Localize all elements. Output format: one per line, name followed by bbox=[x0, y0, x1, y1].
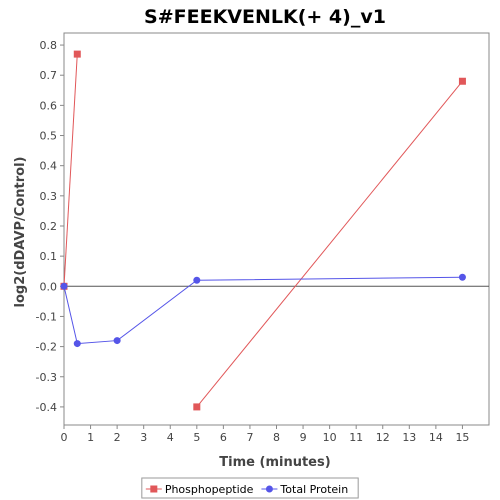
total-protein-point bbox=[193, 276, 201, 284]
y-tick-label: 0.6 bbox=[40, 99, 58, 112]
y-tick-label: -0.3 bbox=[36, 371, 57, 384]
total-protein-legend-label: Total Protein bbox=[279, 483, 348, 496]
total-protein-point bbox=[113, 337, 121, 345]
phosphopeptide-legend-label: Phosphopeptide bbox=[165, 483, 254, 496]
y-tick-label: 0.1 bbox=[40, 250, 58, 263]
x-tick-label: 2 bbox=[114, 431, 121, 444]
total-protein-legend-marker bbox=[265, 485, 273, 493]
y-tick-label: -0.4 bbox=[36, 401, 57, 414]
total-protein-point bbox=[73, 340, 81, 348]
y-tick-label: 0.4 bbox=[40, 160, 58, 173]
phosphopeptide-point bbox=[458, 77, 466, 85]
phosphopeptide-legend-marker bbox=[150, 485, 158, 493]
x-tick-label: 12 bbox=[376, 431, 390, 444]
y-tick-label: -0.2 bbox=[36, 341, 57, 354]
x-tick-label: 5 bbox=[193, 431, 200, 444]
x-tick-label: 7 bbox=[246, 431, 253, 444]
phosphopeptide-series-line bbox=[196, 80, 463, 408]
x-tick-label: 1 bbox=[87, 431, 94, 444]
x-tick-label: 15 bbox=[455, 431, 469, 444]
x-tick-label: 4 bbox=[167, 431, 174, 444]
y-tick-label: -0.1 bbox=[36, 310, 57, 323]
plot-area: -0.4 -0.3 -0.2 -0.1 0.0 0.1 0.2 0.3 0.4 0.5 0.6 0.7… bbox=[36, 32, 490, 444]
x-tick-label: 3 bbox=[140, 431, 147, 444]
y-axis-label: log2(dDAVP/Control) bbox=[13, 157, 28, 308]
y-tick-label: 0.7 bbox=[40, 69, 58, 82]
x-tick-label: 9 bbox=[300, 431, 307, 444]
x-tick-label: 13 bbox=[402, 431, 416, 444]
phosphopeptide-series-line bbox=[63, 54, 78, 287]
y-tick-label: 0.8 bbox=[40, 39, 58, 52]
x-tick-label: 11 bbox=[349, 431, 363, 444]
y-tick-label: 0.5 bbox=[40, 130, 58, 143]
x-tick-label: 0 bbox=[61, 431, 68, 444]
total-protein-point bbox=[60, 282, 68, 290]
x-tick-label: 8 bbox=[273, 431, 280, 444]
x-tick-label: 6 bbox=[220, 431, 227, 444]
x-tick-label: 14 bbox=[429, 431, 443, 444]
x-axis-label: Time (minutes) bbox=[219, 455, 330, 470]
total-protein-point bbox=[458, 273, 466, 281]
y-tick-label: 0.0 bbox=[40, 280, 58, 293]
plot-frame bbox=[63, 32, 490, 426]
legend: Phosphopeptide Total Protein bbox=[141, 477, 359, 499]
chart-title: S#FEEKVENLK(+ 4)_v1 bbox=[144, 6, 386, 28]
phosphopeptide-point bbox=[193, 403, 201, 411]
phosphopeptide-point bbox=[73, 50, 81, 58]
legend-box bbox=[141, 477, 359, 499]
x-tick-label: 10 bbox=[323, 431, 337, 444]
y-tick-label: 0.2 bbox=[40, 220, 58, 233]
y-tick-label: 0.3 bbox=[40, 190, 58, 203]
